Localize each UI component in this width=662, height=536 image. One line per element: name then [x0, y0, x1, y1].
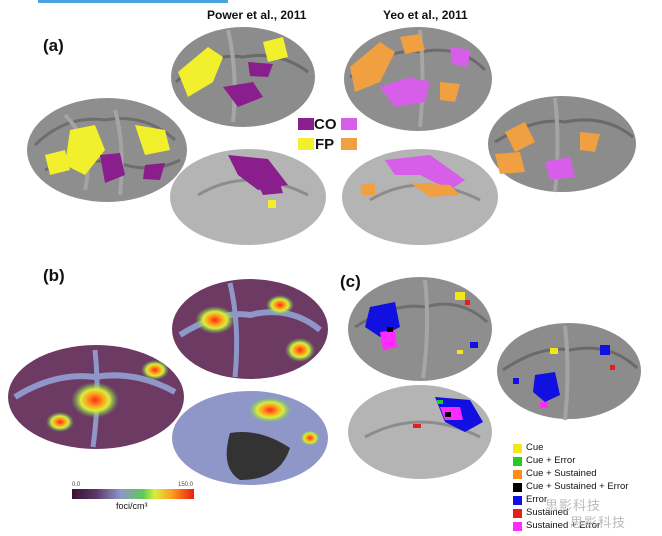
panel-label-a: (a) [43, 36, 64, 55]
brain-b-heatmap-lateral-right [172, 279, 328, 379]
top-accent-bar [38, 0, 228, 3]
legend-swatch [513, 444, 522, 453]
brain-a-power-medial [170, 149, 326, 245]
legend-label: Cue + Sustained + Error [526, 481, 629, 492]
brain-c-lateral-left [348, 277, 492, 381]
legend-swatch [513, 483, 522, 492]
co-label: CO [314, 116, 337, 133]
brain-a-yeo-lateral-right [488, 96, 636, 193]
watermark-line-1: 思影科技 [545, 498, 602, 513]
legend-label: Sustained + Error [526, 520, 601, 531]
colorbar-min: 0.0 [72, 482, 81, 488]
panel-label-b: (b) [43, 266, 65, 285]
legend-swatch [513, 457, 522, 466]
fp-yeo-swatch [341, 138, 357, 150]
legend-swatch [513, 470, 522, 479]
heading-power: Power et al., 2011 [207, 8, 307, 22]
fp-label: FP [315, 136, 335, 153]
density-colorbar [72, 489, 194, 499]
colorbar-unit-label: foci/cm³ [116, 501, 148, 511]
heading-yeo: Yeo et al., 2011 [383, 8, 468, 22]
fp-power-swatch [298, 138, 314, 150]
brain-c-medial [348, 385, 492, 479]
legend-swatch [513, 509, 522, 518]
panel-label-c: (c) [340, 272, 361, 291]
brain-b-heatmap-lateral-left [8, 345, 184, 449]
legend-swatch [513, 496, 522, 505]
brain-a-power-lateral-left [27, 98, 187, 202]
brain-a-power-lateral-right [171, 27, 315, 127]
watermark-line-2: 思影科技 [570, 515, 627, 530]
brain-a-yeo-medial [342, 149, 498, 245]
legend-label: Error [526, 494, 548, 505]
legend-label: Cue + Error [526, 455, 576, 466]
legend-label: Cue [526, 442, 544, 453]
legend-label: Sustained [526, 507, 569, 518]
colorbar-max: 150.0 [178, 482, 194, 488]
brain-c-lateral-right [497, 323, 641, 421]
legend-swatch [513, 522, 522, 531]
brain-b-heatmap-medial [172, 391, 328, 485]
brain-a-yeo-lateral-left [344, 27, 492, 131]
co-power-swatch [298, 118, 314, 130]
legend-label: Cue + Sustained [526, 468, 597, 479]
co-yeo-swatch [341, 118, 357, 130]
